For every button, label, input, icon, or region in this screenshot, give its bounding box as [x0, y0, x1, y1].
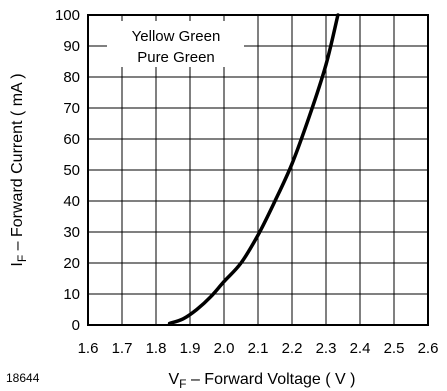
y-tick-label-60: 60	[63, 131, 80, 148]
x-axis-title-text: – Forward Voltage ( V )	[187, 371, 356, 388]
y-axis-title-subscript: F	[15, 255, 29, 262]
y-tick-label-70: 70	[63, 100, 80, 117]
x-tick-label-2.0: 2.0	[214, 340, 235, 357]
y-tick-label-100: 100	[55, 7, 80, 24]
x-axis-title: VF – Forward Voltage ( V )	[169, 371, 356, 391]
y-tick-labels: 0 10 20 30 40 50 60 70 80 90 100	[55, 7, 80, 334]
x-axis-title-subscript: F	[179, 377, 186, 391]
x-axis-title-symbol: V	[169, 371, 180, 388]
y-tick-label-20: 20	[63, 255, 80, 272]
y-axis-title-text: – Forward Current ( mA )	[9, 73, 26, 254]
y-axis-title-symbol: I	[9, 262, 26, 266]
x-tick-labels: 1.6 1.7 1.8 1.9 2.0 2.1 2.2 2.3 2.4 2.5 2.6	[78, 340, 439, 357]
y-axis-title: IF – Forward Current ( mA )	[9, 73, 29, 266]
x-tick-label-1.8: 1.8	[146, 340, 167, 357]
x-tick-label-2.4: 2.4	[350, 340, 371, 357]
x-tick-label-1.9: 1.9	[180, 340, 201, 357]
y-tick-label-0: 0	[72, 317, 80, 334]
x-tick-label-2.5: 2.5	[384, 340, 405, 357]
x-tick-label-2.3: 2.3	[316, 340, 337, 357]
series-group	[167, 13, 340, 326]
y-tick-label-30: 30	[63, 224, 80, 241]
legend-text-yellow-green: Yellow Green	[132, 28, 221, 45]
x-tick-label-2.2: 2.2	[282, 340, 303, 357]
y-tick-label-50: 50	[63, 162, 80, 179]
x-tick-label-1.6: 1.6	[78, 340, 99, 357]
x-tick-label-2.6: 2.6	[418, 340, 439, 357]
x-tick-label-2.1: 2.1	[248, 340, 269, 357]
legend-text-pure-green: Pure Green	[137, 49, 215, 66]
legend-box	[107, 21, 244, 67]
y-tick-label-10: 10	[63, 286, 80, 303]
y-tick-label-80: 80	[63, 69, 80, 86]
y-tick-label-40: 40	[63, 193, 80, 210]
figure-id: 18644	[6, 371, 40, 385]
series-line-0	[167, 13, 340, 326]
x-tick-label-1.7: 1.7	[112, 340, 133, 357]
plot-frame	[87, 14, 429, 326]
y-tick-label-90: 90	[63, 38, 80, 55]
